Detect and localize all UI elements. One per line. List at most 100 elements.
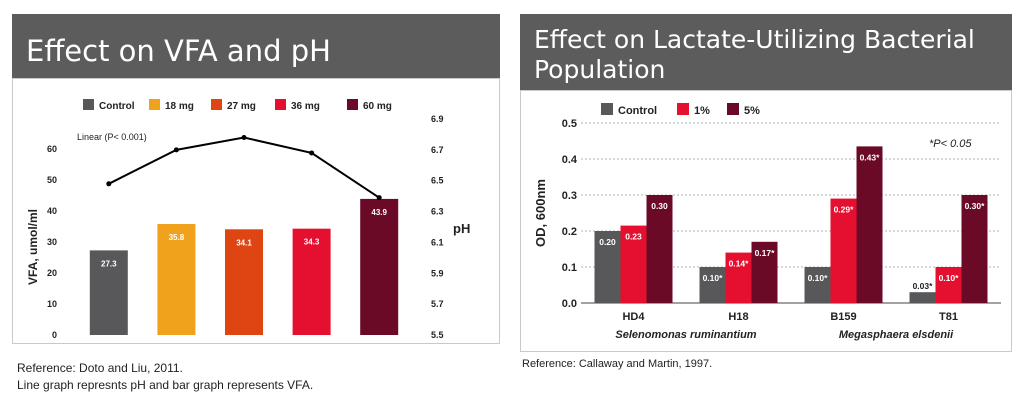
right-title-line2: Population <box>534 55 666 84</box>
right-y-tick: 5.5 <box>431 330 444 340</box>
bar-h18-1pct <box>725 252 752 303</box>
x-category-label: T81 <box>939 311 958 323</box>
linear-annotation: Linear (P< 0.001) <box>77 132 147 142</box>
left-header: Effect on VFA and pH <box>12 14 500 78</box>
y-tick: 0.2 <box>562 226 577 238</box>
bar-control <box>89 250 128 335</box>
bar-t81-5pct <box>961 195 988 303</box>
bar-value-label: 0.10* <box>939 273 960 283</box>
right-y-tick: 6.7 <box>431 145 444 155</box>
legend-swatch <box>83 99 94 110</box>
bar-b159-1pct <box>830 198 857 303</box>
ph-point <box>376 195 382 201</box>
legend-label: 36 mg <box>291 101 320 112</box>
ph-point <box>173 147 179 153</box>
left-note: Line graph represnts pH and bar graph re… <box>17 378 314 392</box>
bar-value-label: 0.30 <box>651 201 668 211</box>
ph-line <box>108 136 380 199</box>
bar-t81-1pct <box>935 267 962 303</box>
bar-value-label: 0.10* <box>808 273 829 283</box>
legend-swatch <box>727 103 739 115</box>
y-tick: 0.5 <box>562 118 577 130</box>
y-tick: 0.1 <box>562 262 577 274</box>
y-axis-label: OD, 600nm <box>533 179 548 247</box>
legend-swatch <box>347 99 358 110</box>
right-title-line1: Effect on Lactate-Utilizing Bacterial <box>534 25 975 54</box>
bar-36-mg <box>292 228 331 335</box>
bar-value-label: 0.43* <box>860 152 881 162</box>
species-group-label: Selenomonas ruminantium <box>615 329 756 341</box>
bar-value-label: 0.20 <box>599 237 616 247</box>
bar-value-label: 43.9 <box>371 208 387 217</box>
bar-h18-control <box>699 267 726 303</box>
left-y-axis-label: VFA, umol/ml <box>26 209 40 285</box>
bar-27-mg <box>225 229 263 335</box>
legend-swatch <box>149 99 160 110</box>
y-tick: 0.4 <box>562 154 578 166</box>
legend-label: 18 mg <box>165 101 194 112</box>
x-category-label: B159 <box>830 311 856 323</box>
bar-value-label: 0.14* <box>729 259 750 269</box>
right-y-tick: 5.7 <box>431 299 444 309</box>
legend-swatch <box>275 99 286 110</box>
ph-point <box>106 181 112 187</box>
species-group-label: Megasphaera elsdenii <box>839 329 954 341</box>
ph-point <box>241 135 247 141</box>
bar-t81-control <box>909 292 936 303</box>
x-category-label: H18 <box>728 311 748 323</box>
right-header: Effect on Lactate-Utilizing Bacterial Po… <box>520 14 1012 90</box>
left-y-tick: 10 <box>47 299 57 309</box>
legend-label: 27 mg <box>227 101 256 112</box>
right-reference-block: Reference: Callaway and Martin, 1997. <box>522 356 712 373</box>
bar-value-label: 0.03* <box>913 281 934 291</box>
y-tick: 0.0 <box>562 298 577 310</box>
bar-value-label: 34.3 <box>304 238 320 247</box>
bar-60-mg <box>360 198 399 335</box>
left-y-tick: 40 <box>47 206 57 216</box>
left-y-tick: 60 <box>47 144 57 154</box>
bar-value-label: 0.30* <box>965 201 986 211</box>
bar-hd4-control <box>594 231 621 303</box>
left-chart-frame: 0 10 20 30 40 50 60 5.5 5.7 5.9 6.1 6.3 6.5 6.7 6.9 VFA… <box>12 78 500 344</box>
left-chart: 0 10 20 30 40 50 60 5.5 5.7 5.9 6.1 6.3 6.5 6.7 6.9 VFA… <box>26 99 470 340</box>
right-y-tick: 6.3 <box>431 207 444 217</box>
legend-label: Control <box>99 101 135 112</box>
legend-label: 1% <box>694 105 710 117</box>
right-y-axis-label: pH <box>453 221 470 236</box>
legend-label: 5% <box>744 105 760 117</box>
legend-swatch <box>601 103 613 115</box>
bar-value-label: 0.29* <box>834 205 855 215</box>
bar-b159-control <box>804 267 831 303</box>
bar-18-mg <box>157 224 196 335</box>
right-y-tick: 6.5 <box>431 176 444 186</box>
right-reference: Reference: Callaway and Martin, 1997. <box>522 358 713 370</box>
bar-value-label: 0.23 <box>625 232 642 242</box>
left-reference: Reference: Doto and Liu, 2011. <box>17 361 183 375</box>
bar-value-label: 0.10* <box>703 273 724 283</box>
bar-hd4-1pct <box>620 225 647 303</box>
legend-label: 60 mg <box>363 101 392 112</box>
legend-swatch <box>677 103 689 115</box>
right-y-tick: 6.9 <box>431 114 444 124</box>
left-y-tick: 0 <box>52 330 57 340</box>
significance-note: *P< 0.05 <box>929 138 972 150</box>
bar-value-label: 27.3 <box>101 259 117 268</box>
left-reference-block: Reference: Doto and Liu, 2011. Line grap… <box>17 360 313 394</box>
bar-h18-5pct <box>751 241 778 303</box>
right-chart-frame: 0.0 0.1 0.2 0.3 0.4 0.5 OD, 600nm Control 1% 5% *P… <box>520 90 1012 352</box>
bar-value-label: 35.8 <box>169 233 185 242</box>
right-y-tick: 6.1 <box>431 237 444 247</box>
bar-b159-5pct <box>856 146 883 303</box>
bar-hd4-5pct <box>646 195 673 303</box>
legend-swatch <box>211 99 222 110</box>
left-y-tick: 20 <box>47 268 57 278</box>
left-y-tick: 50 <box>47 175 57 185</box>
bar-value-label: 34.1 <box>236 238 252 247</box>
bar-value-label: 0.17* <box>755 248 776 258</box>
ph-point <box>309 150 315 156</box>
y-tick: 0.3 <box>562 190 577 202</box>
right-chart: 0.0 0.1 0.2 0.3 0.4 0.5 OD, 600nm Control 1% 5% *P… <box>533 103 1001 341</box>
left-title: Effect on VFA and pH <box>26 34 331 68</box>
left-y-tick: 30 <box>47 237 57 247</box>
right-y-tick: 5.9 <box>431 268 444 278</box>
